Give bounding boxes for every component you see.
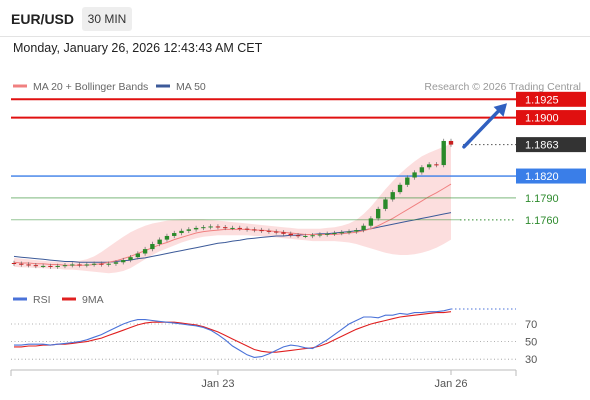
candle-body bbox=[215, 226, 221, 228]
ma9-legend-label: 9MA bbox=[82, 294, 104, 306]
candle-body bbox=[419, 167, 425, 173]
timeframe-button[interactable]: 30 MIN bbox=[82, 7, 132, 31]
candle-body bbox=[295, 235, 301, 237]
candle-body bbox=[259, 230, 264, 232]
candle-body bbox=[434, 164, 439, 166]
candle-body bbox=[142, 249, 148, 254]
rsi-panel: 70 50 30 bbox=[11, 308, 537, 366]
bollinger-bands bbox=[14, 143, 451, 274]
symbol-label: EUR/USD bbox=[11, 11, 75, 27]
rsi-ma9-line bbox=[14, 311, 452, 353]
bollinger-band-area bbox=[14, 143, 451, 274]
chart-header: EUR/USD 30 MIN bbox=[0, 0, 590, 37]
candle-body bbox=[405, 177, 410, 185]
candle-body bbox=[193, 227, 199, 230]
credit-text: Research © 2026 Trading Central bbox=[424, 81, 581, 93]
candle-body bbox=[448, 140, 454, 145]
rsi-level-label: 30 bbox=[525, 354, 537, 366]
candle-body bbox=[179, 230, 184, 234]
timestamp: Monday, January 26, 2026 12:43:43 AM CET bbox=[13, 41, 263, 55]
candle-body bbox=[201, 227, 206, 229]
candle-body bbox=[266, 230, 272, 232]
candle-body bbox=[288, 233, 293, 236]
candle-body bbox=[113, 262, 119, 264]
rsi-legend-label: RSI bbox=[33, 294, 51, 306]
candle-body bbox=[390, 192, 395, 200]
forecast-arrow-head bbox=[493, 103, 507, 117]
candle-body bbox=[33, 265, 39, 267]
candle-body bbox=[346, 231, 352, 233]
support-label: 1.1790 bbox=[525, 193, 559, 205]
x-axis-ticks: Jan 23 Jan 26 bbox=[201, 370, 468, 390]
ma20-legend-label: MA 20 + Bollinger Bands bbox=[33, 81, 148, 93]
candle-body bbox=[317, 234, 323, 236]
price-levels: 1.1925 1.1900 1.1863 1.1820 1.1790 1.1760 bbox=[11, 91, 586, 227]
candle-body bbox=[157, 239, 162, 244]
candle-body bbox=[99, 263, 104, 265]
candle-body bbox=[412, 172, 417, 178]
candle-body bbox=[252, 229, 257, 231]
rsi-level-label: 70 bbox=[525, 319, 537, 331]
candle-body bbox=[208, 226, 213, 228]
candle-body bbox=[310, 235, 315, 237]
candle-body bbox=[244, 228, 250, 230]
candle-body bbox=[303, 235, 308, 237]
candle-body bbox=[135, 253, 141, 258]
resistance-label: 1.1925 bbox=[525, 94, 559, 106]
candle-body bbox=[62, 265, 68, 267]
candle-body bbox=[40, 265, 46, 267]
resistance-tag bbox=[516, 91, 586, 107]
pivot-label: 1.1820 bbox=[525, 171, 559, 183]
candle-body bbox=[26, 264, 31, 266]
candle-body bbox=[128, 257, 133, 261]
candle-body bbox=[237, 227, 242, 229]
candle-body bbox=[164, 235, 170, 240]
candle-body bbox=[383, 199, 388, 209]
candle-body bbox=[274, 231, 279, 233]
candle-body bbox=[70, 264, 75, 266]
candle-body bbox=[354, 230, 359, 232]
resistance-label: 1.1900 bbox=[525, 113, 559, 125]
x-tick-label: Jan 26 bbox=[434, 378, 467, 390]
x-tick-label: Jan 23 bbox=[201, 378, 234, 390]
candle-body bbox=[121, 260, 126, 263]
candle-body bbox=[84, 264, 90, 266]
candle-body bbox=[230, 227, 235, 229]
candle-body bbox=[19, 263, 24, 265]
candle-body bbox=[55, 265, 60, 267]
candle-body bbox=[368, 218, 374, 226]
rsi-level-label: 50 bbox=[525, 337, 537, 349]
rsi-line bbox=[14, 308, 452, 358]
candle-body bbox=[186, 229, 191, 231]
candle-body bbox=[150, 244, 155, 250]
support-label: 1.1760 bbox=[525, 215, 559, 227]
candle-body bbox=[397, 184, 403, 193]
pivot-tag bbox=[516, 168, 586, 184]
candle-body bbox=[361, 225, 366, 231]
candle-body bbox=[106, 263, 111, 265]
forecast-arrow bbox=[462, 103, 507, 149]
candle-body bbox=[375, 208, 381, 219]
candle-body bbox=[339, 232, 344, 234]
candle-body bbox=[91, 263, 97, 265]
candle-body bbox=[332, 233, 337, 235]
candle-body bbox=[11, 263, 17, 264]
last-price-tag bbox=[516, 137, 586, 153]
forecast-arrow-shaft bbox=[462, 104, 505, 149]
candle-body bbox=[324, 233, 330, 235]
candle-body bbox=[281, 232, 286, 234]
ma50-legend-label: MA 50 bbox=[176, 81, 206, 93]
candle-body bbox=[48, 265, 53, 267]
last-price-label: 1.1863 bbox=[525, 140, 559, 152]
candle-body bbox=[441, 140, 446, 166]
resistance-tag bbox=[516, 110, 586, 126]
candle-body bbox=[77, 264, 82, 266]
candle-body bbox=[426, 164, 432, 168]
candle-body bbox=[172, 233, 177, 236]
candle-body bbox=[223, 227, 228, 229]
price-candles bbox=[11, 138, 454, 269]
